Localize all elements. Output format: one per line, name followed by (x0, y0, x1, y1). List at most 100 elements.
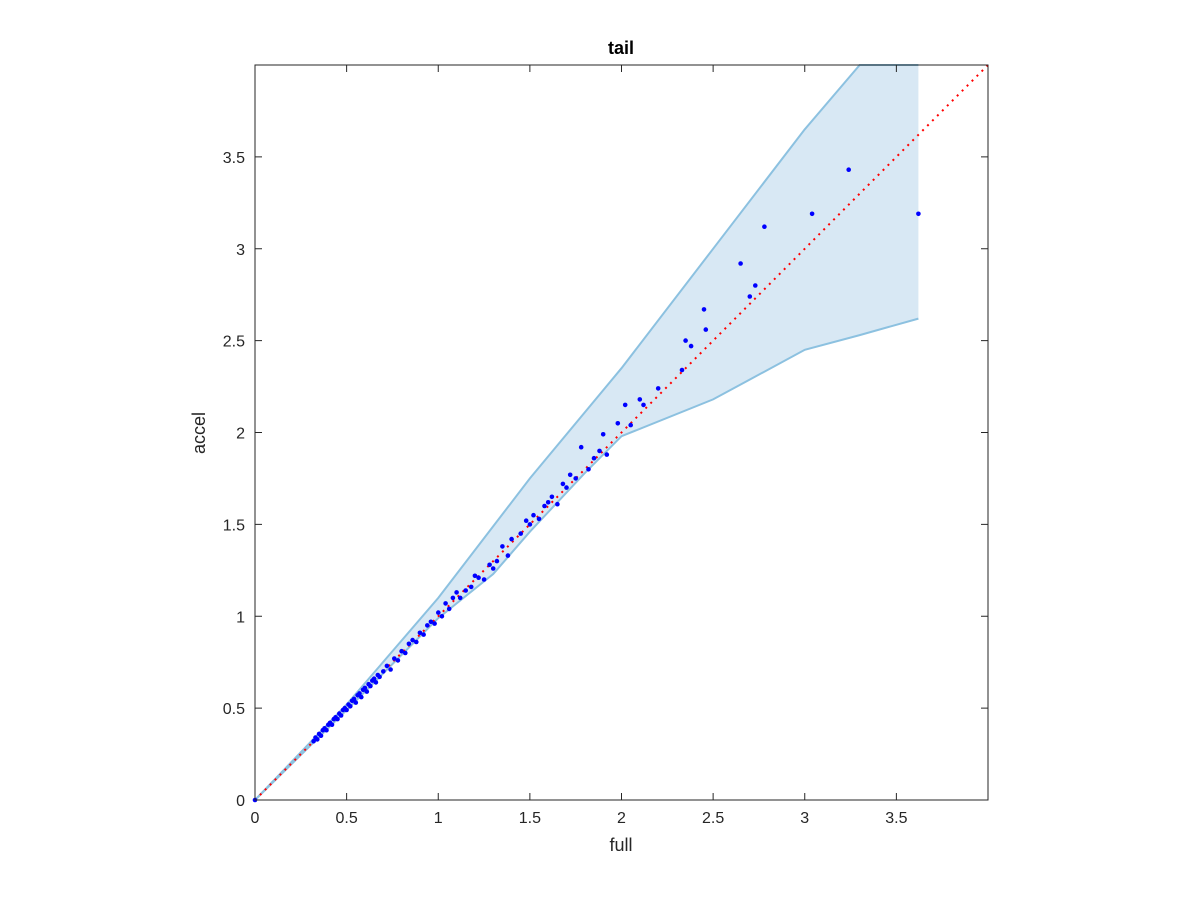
x-tick-label: 3.5 (885, 810, 907, 827)
data-point (472, 573, 478, 579)
data-point (443, 601, 448, 606)
data-point (600, 432, 606, 437)
data-point (809, 211, 815, 217)
y-tick-labels: 0 0.5 1 1.5 2 2.5 3 3.5 (223, 150, 245, 810)
data-point (762, 224, 767, 229)
data-point (344, 707, 349, 713)
data-point (604, 452, 610, 457)
data-point (527, 522, 533, 527)
data-point (679, 367, 685, 373)
data-point (348, 704, 353, 709)
confidence-band (254, 64, 919, 801)
data-point (738, 261, 743, 266)
data-point (362, 685, 368, 691)
y-tick-label: 1.5 (223, 517, 245, 534)
x-tick-labels: 0 0.5 1 1.5 2 2.5 3 3.5 (251, 810, 908, 827)
data-point (364, 689, 370, 694)
data-point (545, 500, 551, 505)
data-point (439, 614, 445, 619)
data-point (457, 595, 463, 601)
data-point (597, 448, 602, 454)
data-point (703, 327, 709, 332)
data-point (505, 553, 511, 558)
data-point (392, 656, 397, 661)
data-point (368, 683, 373, 689)
band-area (255, 65, 919, 800)
data-point (586, 467, 591, 472)
data-point (468, 584, 474, 590)
data-point (454, 590, 459, 595)
data-point (421, 632, 426, 637)
data-point (753, 283, 758, 288)
data-point (567, 472, 573, 478)
data-point (417, 630, 423, 636)
data-point (536, 516, 542, 522)
data-point (329, 722, 335, 727)
data-point (335, 716, 340, 722)
data-point (399, 648, 404, 654)
data-point (494, 558, 500, 564)
y-tick-label: 2 (236, 426, 245, 443)
band-upper-edge (254, 64, 919, 801)
band-lower-edge (254, 317, 919, 801)
y-axis-label: accel (189, 412, 209, 454)
data-point (436, 610, 441, 615)
x-tick-label: 3 (800, 810, 809, 827)
chart-title: tail (608, 38, 634, 58)
x-tick-label: 2.5 (702, 810, 724, 827)
data-point (747, 294, 753, 299)
data-point (916, 211, 921, 217)
data-point (578, 444, 584, 450)
x-tick-label: 0.5 (336, 810, 358, 827)
data-point (318, 733, 324, 738)
data-point (542, 503, 547, 509)
data-point (403, 650, 408, 656)
data-point (351, 696, 357, 702)
data-point (509, 536, 514, 542)
y-tick-label: 0 (236, 793, 245, 810)
data-point (432, 621, 437, 626)
data-point (487, 562, 492, 568)
data-point (377, 674, 382, 680)
data-point (637, 397, 643, 402)
y-tick-label: 2.5 (223, 334, 245, 351)
data-point (324, 727, 329, 733)
x-axis-label: full (609, 835, 632, 855)
data-point (591, 455, 597, 461)
data-point (615, 421, 621, 426)
data-point (406, 641, 412, 647)
data-point (555, 501, 560, 507)
x-tick-label: 1 (434, 810, 443, 827)
data-point (518, 531, 523, 536)
data-point (371, 676, 377, 681)
data-point (846, 167, 851, 172)
data-point (311, 738, 316, 744)
data-point (359, 694, 364, 700)
reference-line (254, 64, 989, 801)
data-point (628, 422, 633, 428)
data-point (425, 623, 430, 628)
data-point (357, 691, 362, 696)
data-point (490, 566, 496, 571)
x-tick-label: 0 (251, 810, 260, 827)
data-point (353, 700, 359, 705)
data-point (564, 485, 569, 490)
data-point (500, 544, 505, 549)
data-point (381, 669, 386, 674)
data-point (523, 518, 529, 523)
data-point (701, 307, 707, 312)
data-point (338, 713, 344, 718)
data-point (531, 512, 536, 518)
data-point (463, 588, 469, 593)
data-point (641, 402, 646, 408)
data-point (446, 606, 452, 612)
x-tick-label: 1.5 (519, 810, 541, 827)
x-tick-label: 2 (617, 810, 626, 827)
y-tick-label: 3 (236, 242, 245, 259)
identity-line (254, 64, 989, 801)
data-point (481, 577, 487, 582)
data-point (428, 619, 434, 625)
data-point (388, 667, 393, 672)
data-point (560, 481, 566, 487)
